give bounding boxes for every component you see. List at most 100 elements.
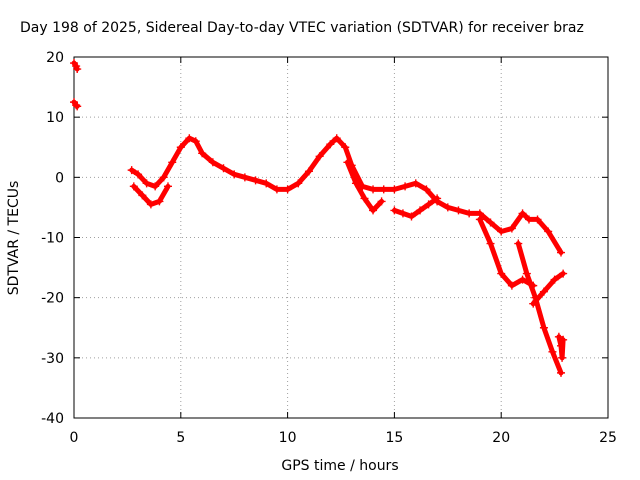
data-point bbox=[151, 182, 160, 191]
series-descent-19 bbox=[475, 215, 538, 290]
data-point bbox=[559, 335, 568, 344]
y-tick-label: 10 bbox=[46, 110, 64, 126]
x-tick-label: 0 bbox=[70, 430, 79, 446]
y-tick-label: 0 bbox=[55, 170, 64, 186]
data-point bbox=[533, 215, 542, 224]
data-point bbox=[343, 158, 352, 167]
x-tick-label: 15 bbox=[385, 430, 403, 446]
data-point bbox=[272, 185, 281, 194]
data-point bbox=[433, 194, 442, 203]
data-point bbox=[559, 269, 568, 278]
data-point bbox=[315, 152, 324, 161]
y-tick-label: 20 bbox=[46, 50, 64, 66]
data-point bbox=[176, 143, 185, 152]
data-point bbox=[398, 209, 407, 218]
series-dip-14 bbox=[343, 158, 386, 215]
data-point bbox=[304, 167, 313, 176]
data-point bbox=[424, 200, 433, 209]
data-point bbox=[138, 191, 147, 200]
data-point bbox=[518, 209, 527, 218]
data-point bbox=[219, 164, 228, 173]
data-point bbox=[351, 179, 360, 188]
data-point bbox=[529, 299, 538, 308]
data-point bbox=[411, 179, 420, 188]
data-point bbox=[294, 179, 303, 188]
data-point bbox=[550, 275, 559, 284]
data-point bbox=[134, 170, 143, 179]
series-line bbox=[515, 241, 564, 376]
series-steep-drop bbox=[514, 239, 566, 377]
data-point bbox=[146, 200, 155, 209]
data-point bbox=[544, 227, 553, 236]
data-point bbox=[341, 143, 350, 152]
data-point bbox=[507, 281, 516, 290]
data-point bbox=[443, 203, 452, 212]
y-tick-label: -10 bbox=[41, 231, 64, 247]
data-point bbox=[73, 102, 82, 111]
data-point bbox=[522, 269, 531, 278]
x-tick-label: 5 bbox=[176, 430, 185, 446]
data-point bbox=[507, 224, 516, 233]
data-point bbox=[332, 134, 341, 143]
x-tick-label: 20 bbox=[492, 430, 510, 446]
data-point bbox=[557, 248, 566, 257]
data-point bbox=[401, 182, 410, 191]
data-point bbox=[539, 323, 548, 332]
series-end-cluster bbox=[554, 332, 568, 362]
x-tick-label: 25 bbox=[599, 430, 617, 446]
data-point bbox=[524, 215, 533, 224]
grid-lines bbox=[74, 57, 608, 418]
data-point bbox=[379, 185, 388, 194]
axis-ticks bbox=[73, 56, 609, 419]
data-point bbox=[548, 347, 557, 356]
data-point bbox=[240, 173, 249, 182]
y-axis-title: SDTVAR / TECUs bbox=[6, 181, 22, 296]
series-main bbox=[127, 134, 566, 257]
data-point bbox=[185, 134, 194, 143]
y-tick-label: -30 bbox=[41, 351, 64, 367]
data-point bbox=[518, 275, 527, 284]
data-point bbox=[230, 170, 239, 179]
data-point bbox=[369, 185, 378, 194]
data-point bbox=[486, 218, 495, 227]
data-point bbox=[475, 215, 484, 224]
data-point bbox=[191, 137, 200, 146]
x-tick-labels: 0 5 10 15 20 25 bbox=[70, 430, 617, 446]
data-point bbox=[390, 185, 399, 194]
data-point bbox=[208, 158, 217, 167]
x-tick-label: 10 bbox=[279, 430, 297, 446]
data-point bbox=[129, 182, 138, 191]
data-point bbox=[497, 227, 506, 236]
data-point bbox=[127, 166, 136, 175]
data-point bbox=[454, 206, 463, 215]
data-point bbox=[155, 197, 164, 206]
series-line bbox=[129, 135, 564, 255]
data-point bbox=[73, 65, 82, 74]
data-point bbox=[407, 212, 416, 221]
series-lower-early bbox=[129, 182, 172, 209]
series-early-a bbox=[70, 59, 82, 74]
data-point bbox=[486, 239, 495, 248]
data-point bbox=[497, 269, 506, 278]
data-point bbox=[465, 209, 474, 218]
y-tick-label: -40 bbox=[41, 411, 64, 427]
data-point bbox=[390, 206, 399, 215]
data-point bbox=[198, 149, 207, 158]
y-tick-label: -20 bbox=[41, 291, 64, 307]
data-series bbox=[70, 59, 568, 377]
data-point bbox=[142, 179, 151, 188]
data-point bbox=[539, 287, 548, 296]
series-line bbox=[556, 334, 566, 361]
data-point bbox=[369, 206, 378, 215]
data-point bbox=[557, 368, 566, 377]
x-axis-title: GPS time / hours bbox=[281, 458, 398, 474]
data-point bbox=[262, 179, 271, 188]
data-point bbox=[558, 353, 567, 362]
data-point bbox=[283, 185, 292, 194]
data-point bbox=[326, 140, 335, 149]
y-tick-labels: -40 -30 -20 -10 0 10 20 bbox=[41, 50, 64, 427]
data-point bbox=[72, 101, 81, 110]
chart-title: Day 198 of 2025, Sidereal Day-to-day VTE… bbox=[20, 20, 584, 36]
data-point bbox=[514, 239, 523, 248]
